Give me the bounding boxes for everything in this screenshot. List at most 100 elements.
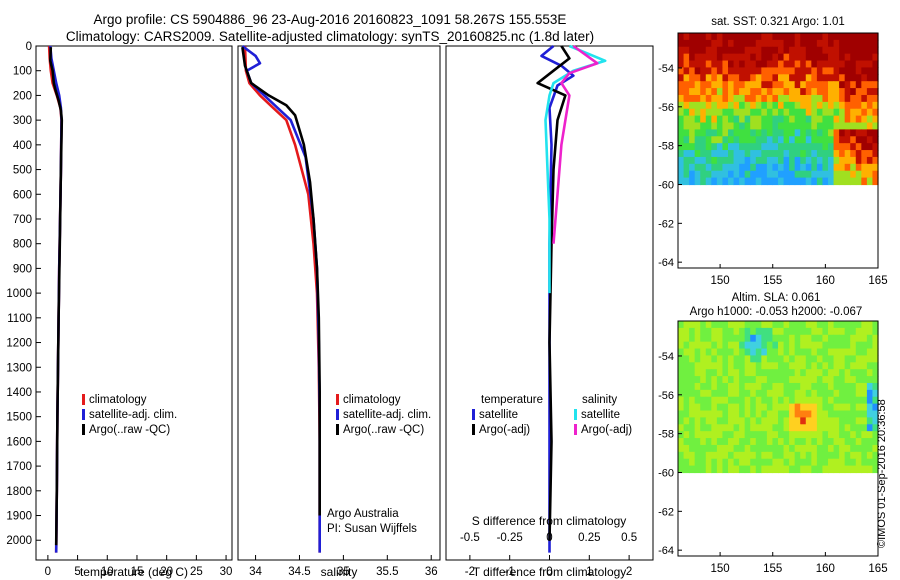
heatmap-cell — [828, 150, 835, 158]
heatmap-cell — [872, 156, 879, 165]
heatmap-cell — [866, 396, 874, 405]
heatmap-cell — [716, 321, 724, 329]
heatmap-cell — [683, 410, 690, 419]
heatmap-cell — [800, 369, 807, 377]
heatmap-cell — [855, 170, 862, 179]
heatmap-cell — [861, 341, 868, 350]
heatmap-cell — [755, 39, 762, 48]
heatmap-cell — [689, 156, 696, 165]
heatmap-cell — [800, 143, 807, 151]
heatmap-cell — [800, 39, 807, 48]
heatmap-cell — [839, 101, 846, 110]
heatmap-cell — [772, 444, 779, 453]
heatmap-cell — [744, 74, 751, 82]
heatmap-cell — [872, 369, 879, 377]
heatmap-cell — [855, 382, 862, 391]
heatmap-cell — [678, 156, 685, 165]
heatmap-cell — [755, 46, 762, 55]
heatmap-cell — [828, 67, 835, 75]
heatmap-cell — [772, 170, 779, 179]
heatmap-cell — [755, 458, 762, 467]
heatmap-cell — [855, 136, 862, 144]
heatmap-cell — [705, 355, 712, 363]
heatmap-cell — [833, 46, 840, 55]
heatmap-cell — [772, 376, 779, 384]
heatmap-cell — [744, 143, 751, 151]
heatmap-cell — [828, 108, 835, 117]
heatmap-cell — [783, 424, 790, 432]
y-tick-label: 900 — [13, 263, 32, 275]
heatmap-cell — [789, 94, 796, 103]
heatmap-cell — [816, 431, 824, 439]
heatmap-cell — [866, 122, 874, 131]
heatmap-cell — [805, 410, 812, 419]
heatmap-cell — [789, 136, 796, 144]
heatmap-cell — [822, 88, 829, 96]
heatmap-cell — [750, 81, 757, 89]
heatmap-cell — [711, 438, 718, 446]
heatmap-cell — [683, 33, 690, 41]
heatmap-cell — [766, 81, 774, 89]
heatmap-cell — [844, 101, 851, 110]
heatmap-cell — [844, 341, 851, 350]
legend-label: Argo(-adj) — [479, 424, 530, 436]
heatmap-cell — [705, 129, 712, 137]
heatmap-cell — [855, 108, 862, 117]
heatmap-cell — [822, 177, 829, 186]
heatmap-cell — [783, 327, 790, 336]
heatmap-cell — [828, 33, 835, 41]
x-tick-label: -1 — [505, 566, 515, 578]
heatmap-cell — [728, 355, 735, 363]
heatmap-cell — [778, 74, 785, 82]
heatmap-cell — [844, 465, 851, 474]
heatmap-cell — [822, 60, 829, 69]
heatmap-cell — [800, 334, 807, 343]
heatmap-cell — [872, 60, 879, 69]
heatmap-cell — [783, 115, 790, 124]
legend-swatch — [82, 394, 85, 405]
heatmap-cell — [789, 369, 796, 377]
heatmap-cell — [783, 177, 790, 186]
heatmap-cell — [678, 389, 685, 398]
heatmap-cell — [755, 321, 762, 329]
heatmap-cell — [822, 458, 829, 467]
heatmap-cell — [739, 417, 746, 425]
figure-title-line-1: Argo profile: CS 5904886_96 23-Aug-2016 … — [93, 12, 567, 27]
heatmap-cell — [811, 410, 818, 419]
heatmap-cell — [766, 362, 774, 370]
heatmap-cell — [739, 81, 746, 89]
heatmap-cell — [711, 129, 718, 137]
heatmap-cell — [811, 94, 818, 103]
heatmap-cell — [700, 334, 707, 343]
heatmap-cell — [678, 39, 685, 48]
heatmap-cell — [811, 150, 818, 158]
heatmap-cell — [739, 143, 746, 151]
x-axis-label: salinity — [321, 565, 358, 579]
series-line — [536, 45, 571, 541]
heatmap-cell — [755, 150, 762, 158]
heatmap-cell — [750, 444, 757, 453]
heatmap-cell — [722, 88, 729, 96]
heatmap-cell — [822, 376, 829, 384]
heatmap-cell — [866, 39, 874, 48]
heatmap-cell — [744, 177, 751, 186]
legend-header: temperature — [481, 394, 543, 406]
heatmap-cell — [689, 389, 696, 398]
heatmap-cell — [761, 170, 768, 179]
heatmap-cell — [733, 321, 740, 329]
heatmap-cell — [678, 143, 685, 151]
heatmap-cell — [822, 170, 829, 179]
heatmap-cell — [716, 389, 724, 398]
heatmap-cell — [844, 136, 851, 144]
heatmap-cell — [828, 88, 835, 96]
heatmap-cell — [689, 74, 696, 82]
heatmap-cell — [761, 465, 768, 474]
heatmap-cell — [833, 355, 840, 363]
heatmap-cell — [789, 327, 796, 336]
heatmap-cell — [761, 60, 768, 69]
heatmap-cell — [705, 396, 712, 405]
heatmap-cell — [833, 431, 840, 439]
x-tick-label: 1 — [586, 566, 592, 578]
heatmap-cell — [844, 451, 851, 460]
heatmap-cell — [766, 39, 774, 48]
